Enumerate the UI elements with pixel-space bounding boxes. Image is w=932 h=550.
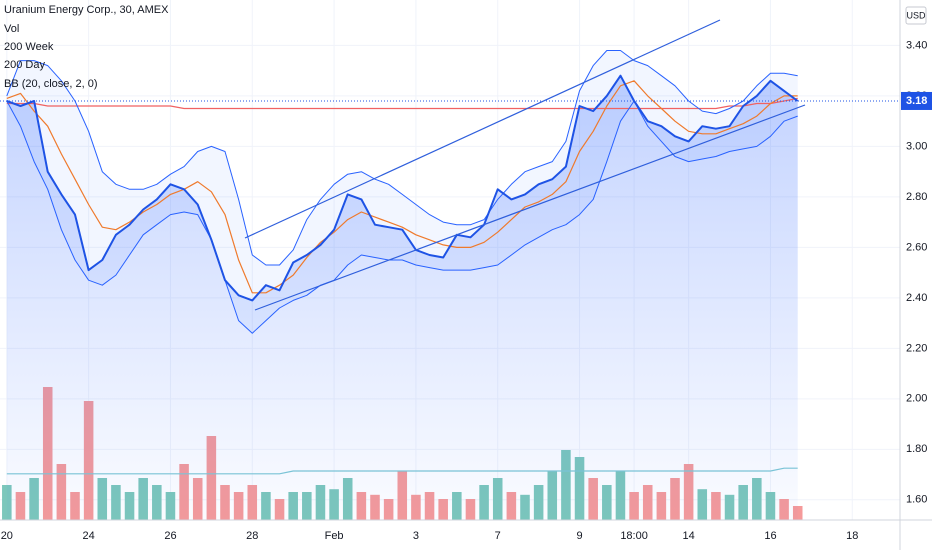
chart-title: Uranium Energy Corp., 30, AMEX (4, 4, 169, 16)
legend-entry: Vol (4, 23, 19, 35)
y-tick-label: 1.80 (906, 443, 927, 455)
ma-200-day (6, 97, 798, 110)
bb-lower (6, 100, 798, 334)
legend-entry: 200 Day (4, 59, 45, 71)
x-tick-label: 9 (576, 530, 582, 542)
y-tick-label: 2.40 (906, 292, 927, 304)
legend-entry: 200 Week (4, 41, 54, 53)
y-tick-label: 3.40 (906, 39, 927, 51)
y-tick-label: 2.20 (906, 342, 927, 354)
y-tick-label: 2.60 (906, 241, 927, 253)
y-tick-label: 1.60 (906, 494, 927, 506)
y-tick-label: 3.00 (906, 140, 927, 152)
x-tick-label: 18 (846, 530, 858, 542)
x-tick-label: 7 (495, 530, 501, 542)
last-price-label: 3.18 (906, 95, 927, 107)
x-tick-label: 20 (1, 530, 13, 542)
x-tick-label: 16 (764, 530, 776, 542)
x-tick-label: Feb (325, 530, 344, 542)
x-tick-label: 14 (683, 530, 695, 542)
y-tick-label: 2.00 (906, 393, 927, 405)
x-tick-label: 18:00 (620, 530, 648, 542)
last-price-badge (901, 91, 932, 110)
y-tick-label: 2.80 (906, 191, 927, 203)
bb-upper (6, 50, 798, 266)
price-area (6, 75, 798, 520)
x-tick-label: 24 (83, 530, 95, 542)
currency: USD (906, 10, 926, 20)
x-tick-label: 28 (246, 530, 258, 542)
x-tick-label: 3 (413, 530, 419, 542)
volume-bar (792, 506, 803, 520)
currency-box[interactable] (905, 6, 927, 25)
price-line (6, 74, 799, 302)
band-fill (6, 50, 798, 334)
trend-line (244, 19, 721, 239)
x-tick-label: 26 (164, 530, 176, 542)
legend-entry: BB (20, close, 2, 0) (4, 78, 98, 90)
trend-line (254, 104, 806, 311)
